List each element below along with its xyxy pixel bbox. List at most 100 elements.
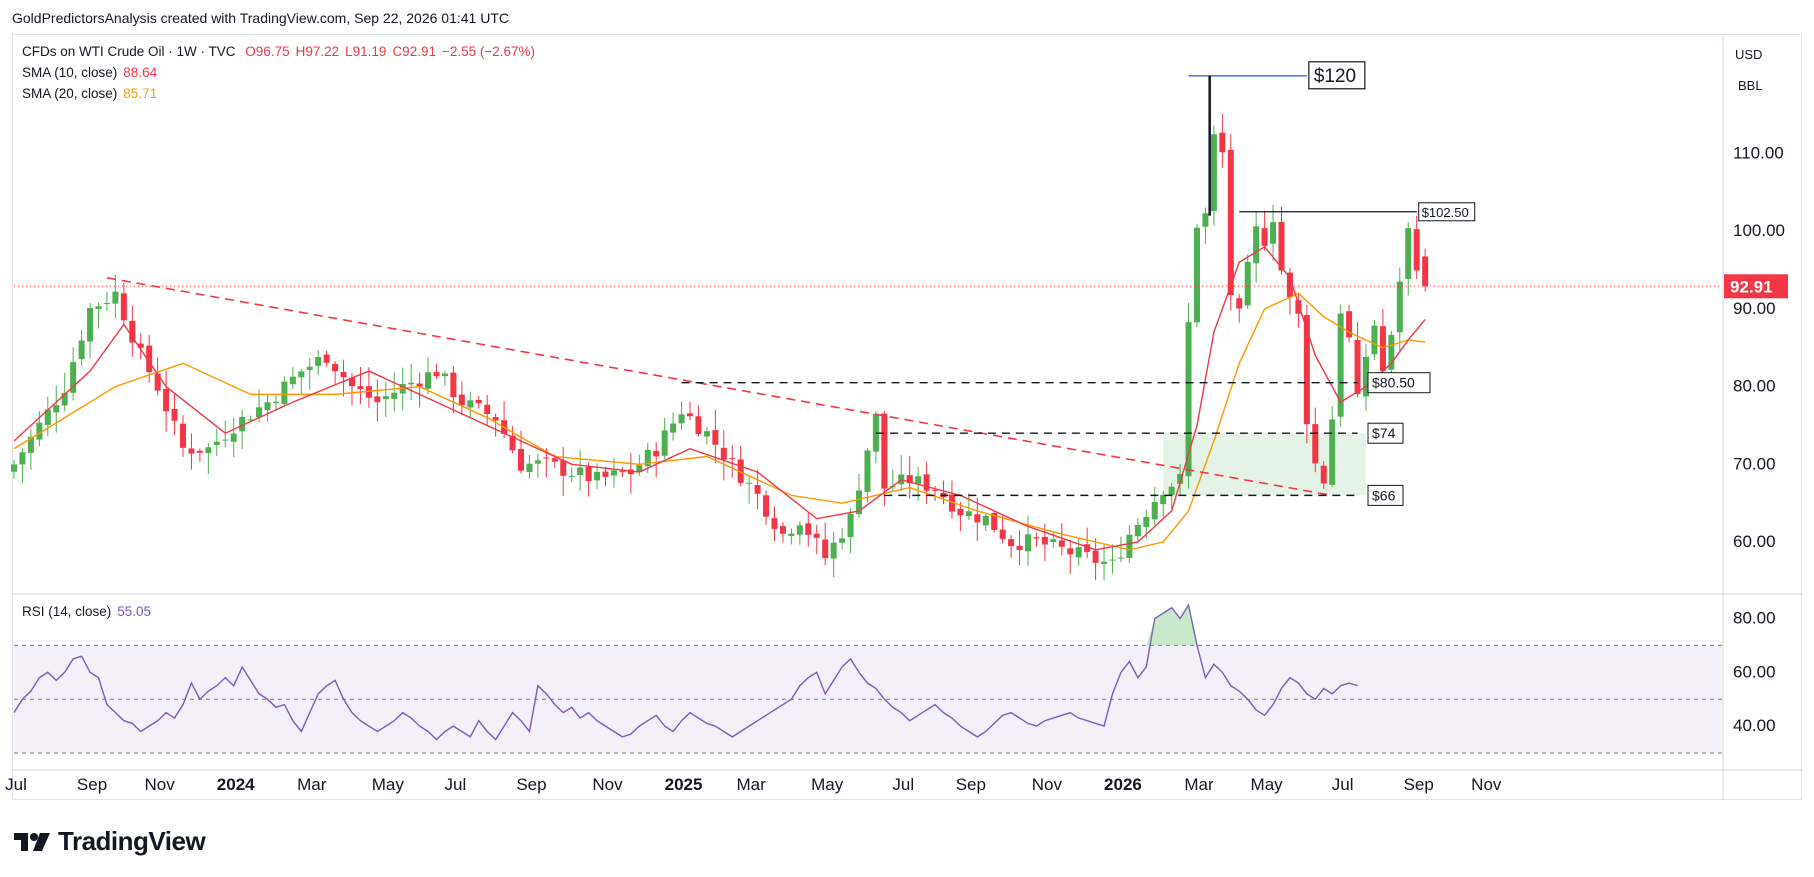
candle-body[interactable] (822, 539, 829, 559)
candle-body[interactable] (264, 402, 271, 411)
price-scale-unit[interactable]: BBL (1738, 78, 1763, 93)
candle-body[interactable] (188, 448, 195, 454)
candle-body[interactable] (239, 416, 246, 432)
candle-body[interactable] (1008, 539, 1015, 547)
candle-body[interactable] (1101, 561, 1108, 565)
candle-body[interactable] (1041, 536, 1048, 545)
candle-body[interactable] (1202, 213, 1209, 227)
descending-trendline[interactable] (106, 277, 1333, 497)
candle-body[interactable] (602, 471, 609, 477)
candle-body[interactable] (61, 393, 68, 406)
candle-body[interactable] (839, 538, 846, 543)
candle-body[interactable] (1177, 474, 1184, 484)
candle-body[interactable] (678, 414, 685, 424)
candle-body[interactable] (70, 362, 77, 393)
candle-body[interactable] (475, 399, 482, 404)
candle-body[interactable] (1244, 261, 1251, 306)
candle-body[interactable] (957, 508, 964, 516)
candle-body[interactable] (1379, 326, 1386, 371)
candle-body[interactable] (1168, 486, 1175, 495)
candle-body[interactable] (948, 494, 955, 512)
candle-body[interactable] (391, 392, 398, 399)
candle-body[interactable] (205, 447, 212, 454)
candle-body[interactable] (703, 431, 710, 437)
rsi-legend[interactable]: RSI (14, close) 55.05 (22, 604, 151, 619)
candle-body[interactable] (1194, 227, 1200, 323)
candle-body[interactable] (1219, 132, 1226, 153)
sma20-line[interactable] (13, 292, 1426, 551)
candle-body[interactable] (568, 475, 575, 477)
candle-body[interactable] (492, 416, 499, 421)
candle-body[interactable] (813, 533, 820, 538)
candle-body[interactable] (1092, 550, 1099, 563)
candle-body[interactable] (932, 489, 939, 491)
candle-body[interactable] (509, 435, 516, 451)
candle-body[interactable] (518, 448, 524, 471)
candle-body[interactable] (1371, 325, 1378, 355)
candle-body[interactable] (27, 436, 34, 453)
candle-body[interactable] (213, 441, 220, 445)
candle-body[interactable] (1033, 537, 1040, 539)
candle-body[interactable] (171, 409, 178, 421)
candle-body[interactable] (636, 465, 643, 472)
candle-body[interactable] (965, 511, 972, 517)
candle-body[interactable] (323, 354, 330, 363)
candle-body[interactable] (1363, 356, 1369, 397)
candle-body[interactable] (306, 366, 313, 370)
candle-body[interactable] (577, 467, 584, 476)
candle-body[interactable] (1050, 539, 1057, 543)
candle-body[interactable] (661, 430, 668, 456)
candle-body[interactable] (1067, 548, 1074, 555)
candle-body[interactable] (551, 458, 558, 462)
candle-body[interactable] (1253, 226, 1260, 264)
candle-body[interactable] (1134, 524, 1141, 537)
candle-body[interactable] (289, 376, 296, 385)
tradingview-logo[interactable]: TradingView (12, 826, 206, 857)
candle-body[interactable] (1210, 134, 1217, 212)
rsi-line[interactable] (13, 603, 1358, 741)
candle-body[interactable] (729, 458, 736, 460)
candle-body[interactable] (1143, 516, 1150, 528)
candle-body[interactable] (670, 423, 677, 433)
candle-body[interactable] (1295, 300, 1302, 314)
candle-body[interactable] (991, 512, 998, 530)
candle-body[interactable] (1261, 228, 1268, 246)
candle-body[interactable] (1160, 494, 1167, 505)
candle-body[interactable] (594, 471, 601, 481)
candle-body[interactable] (526, 463, 533, 473)
candle-body[interactable] (1278, 221, 1285, 271)
candle-body[interactable] (332, 363, 339, 372)
candle-body[interactable] (915, 476, 922, 484)
last-price-badge[interactable] (1724, 274, 1788, 299)
candle-body[interactable] (619, 471, 626, 473)
candle-body[interactable] (433, 372, 440, 377)
candle-body[interactable] (1286, 272, 1293, 298)
candle-body[interactable] (1270, 222, 1277, 244)
candle-body[interactable] (653, 450, 660, 457)
candle-body[interactable] (1016, 545, 1023, 551)
candle-body[interactable] (154, 373, 161, 391)
candle-body[interactable] (763, 495, 770, 517)
candle-body[interactable] (737, 459, 744, 483)
candle-body[interactable] (120, 293, 127, 321)
candle-body[interactable] (695, 416, 702, 434)
candle-body[interactable] (1075, 547, 1082, 558)
candle-body[interactable] (163, 388, 170, 412)
candle-body[interactable] (137, 343, 144, 348)
candle-body[interactable] (881, 413, 888, 489)
candle-body[interactable] (771, 518, 778, 529)
candle-body[interactable] (1185, 322, 1192, 477)
candle-body[interactable] (450, 372, 457, 398)
candle-body[interactable] (374, 396, 381, 403)
candle-body[interactable] (754, 485, 761, 494)
support-zone[interactable] (1163, 433, 1366, 496)
candle-body[interactable] (610, 470, 617, 476)
candle-body[interactable] (1025, 534, 1031, 552)
rsi-pane[interactable] (13, 603, 1722, 754)
candle-body[interactable] (1117, 557, 1124, 559)
candle-body[interactable] (1303, 314, 1310, 425)
candle-body[interactable] (103, 303, 110, 305)
candle-body[interactable] (644, 449, 651, 467)
sma20-legend[interactable]: SMA (20, close) 85.71 (22, 86, 157, 101)
